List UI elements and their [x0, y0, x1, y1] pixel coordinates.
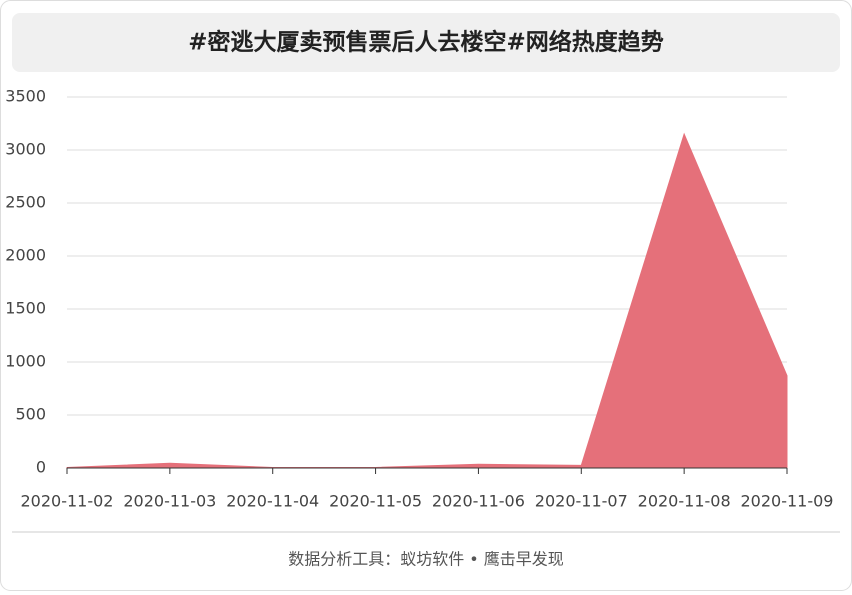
y-tick-label: 1000	[5, 352, 46, 371]
x-tick-label: 2020-11-02	[21, 492, 114, 511]
y-tick-label: 2500	[5, 193, 46, 212]
x-tick-label: 2020-11-05	[329, 492, 422, 511]
x-tick-label: 2020-11-04	[226, 492, 319, 511]
x-tick-label: 2020-11-06	[432, 492, 525, 511]
y-tick-label: 3500	[5, 87, 46, 106]
footer: 数据分析工具：蚁坊软件 • 鹰击早发现	[288, 550, 564, 569]
y-tick-label: 3000	[5, 140, 46, 159]
title-box	[12, 13, 840, 72]
x-tick-label: 2020-11-03	[123, 492, 216, 511]
chart-title: #密逃大厦卖预售票后人去楼空#网络热度趋势	[188, 29, 664, 56]
y-tick-label: 2000	[5, 246, 46, 265]
x-tick-label: 2020-11-09	[741, 492, 834, 511]
x-tick-label: 2020-11-07	[535, 492, 628, 511]
y-tick-label: 1500	[5, 299, 46, 318]
y-tick-label: 500	[15, 405, 46, 424]
x-tick-label: 2020-11-08	[638, 492, 731, 511]
y-tick-label: 0	[36, 458, 46, 477]
